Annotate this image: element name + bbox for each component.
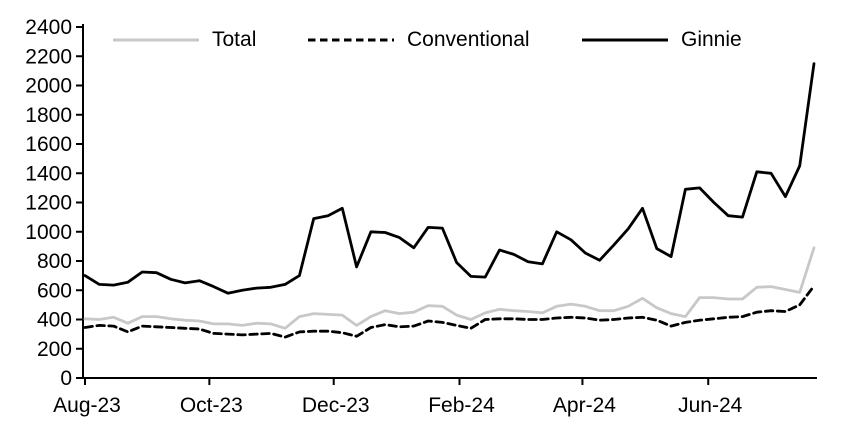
- legend-item-total: Total: [112, 27, 256, 53]
- x-tick-label-Dec-23: Dec-23: [302, 394, 370, 417]
- y-tick-label-2200: 2200: [25, 45, 72, 68]
- y-tick-label-1200: 1200: [25, 192, 72, 215]
- ginnie-line: [83, 62, 816, 295]
- y-tick-label-1800: 1800: [25, 104, 72, 127]
- ginnie-line-sample-icon: [582, 38, 668, 42]
- total-line: [83, 246, 816, 330]
- legend-label-conventional: Conventional: [407, 28, 530, 51]
- legend-label-ginnie: Ginnie: [681, 28, 742, 51]
- x-tick-label-Oct-23: Oct-23: [180, 394, 243, 417]
- x-tick-label-Aug-23: Aug-23: [53, 394, 121, 417]
- legend-item-ginnie: Ginnie: [581, 27, 742, 53]
- y-tick-label-600: 600: [37, 279, 72, 302]
- y-tick-label-1400: 1400: [25, 162, 72, 185]
- y-tick-label-2400: 2400: [25, 16, 72, 39]
- x-tick-label-Feb-24: Feb-24: [428, 394, 495, 417]
- legend-item-conventional: Conventional: [307, 27, 530, 53]
- y-tick-label-0: 0: [60, 367, 72, 390]
- conventional-line: [83, 284, 816, 339]
- y-tick-label-800: 800: [37, 250, 72, 273]
- x-tick-label-Apr-24: Apr-24: [553, 394, 616, 417]
- y-tick-label-1000: 1000: [25, 221, 72, 244]
- y-tick-label-400: 400: [37, 309, 72, 332]
- y-tick-label-1600: 1600: [25, 133, 72, 156]
- y-tick-label-200: 200: [37, 338, 72, 361]
- conventional-line-sample-icon: [308, 38, 394, 42]
- x-tick-label-Jun-24: Jun-24: [678, 394, 743, 417]
- y-tick-label-2000: 2000: [25, 75, 72, 98]
- total-line-sample-icon: [113, 38, 199, 42]
- chart-legend: Total Conventional Ginnie: [0, 0, 852, 62]
- legend-label-total: Total: [212, 28, 257, 51]
